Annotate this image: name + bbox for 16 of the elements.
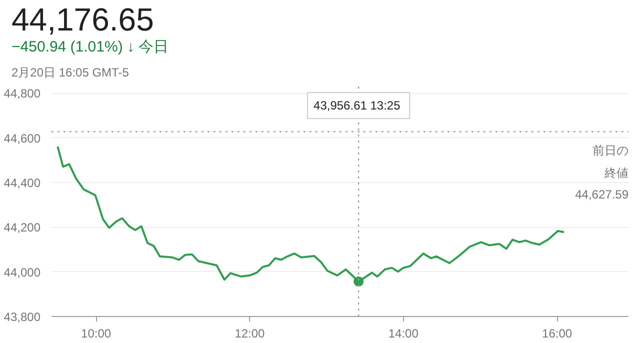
- y-tick-label: 44,800: [4, 86, 41, 101]
- x-tick-label: 12:00: [234, 326, 266, 340]
- y-tick-label: 44,600: [4, 131, 41, 146]
- y-tick-label: 43,800: [4, 310, 41, 324]
- chart-title: 44,176.65: [12, 2, 154, 38]
- ref-line-label: 前日の終値: [592, 144, 628, 180]
- y-tick-label: 44,400: [4, 176, 41, 190]
- y-tick-label: 44,000: [4, 265, 41, 280]
- y-tick-label: 44,200: [4, 220, 41, 235]
- text: 2月20日 16:05 GMT-5: [12, 66, 130, 80]
- x-tick-label: 16:00: [542, 326, 572, 340]
- x-tick-label: 14:00: [388, 326, 419, 340]
- annotation: 44,627.59: [575, 188, 629, 202]
- ref-line-label: 43,956.61 13:25: [314, 98, 401, 112]
- x-tick-label: 10:00: [81, 326, 112, 340]
- chart-subtitle: −450.94 (1.01%) ↓ 今日: [12, 38, 169, 56]
